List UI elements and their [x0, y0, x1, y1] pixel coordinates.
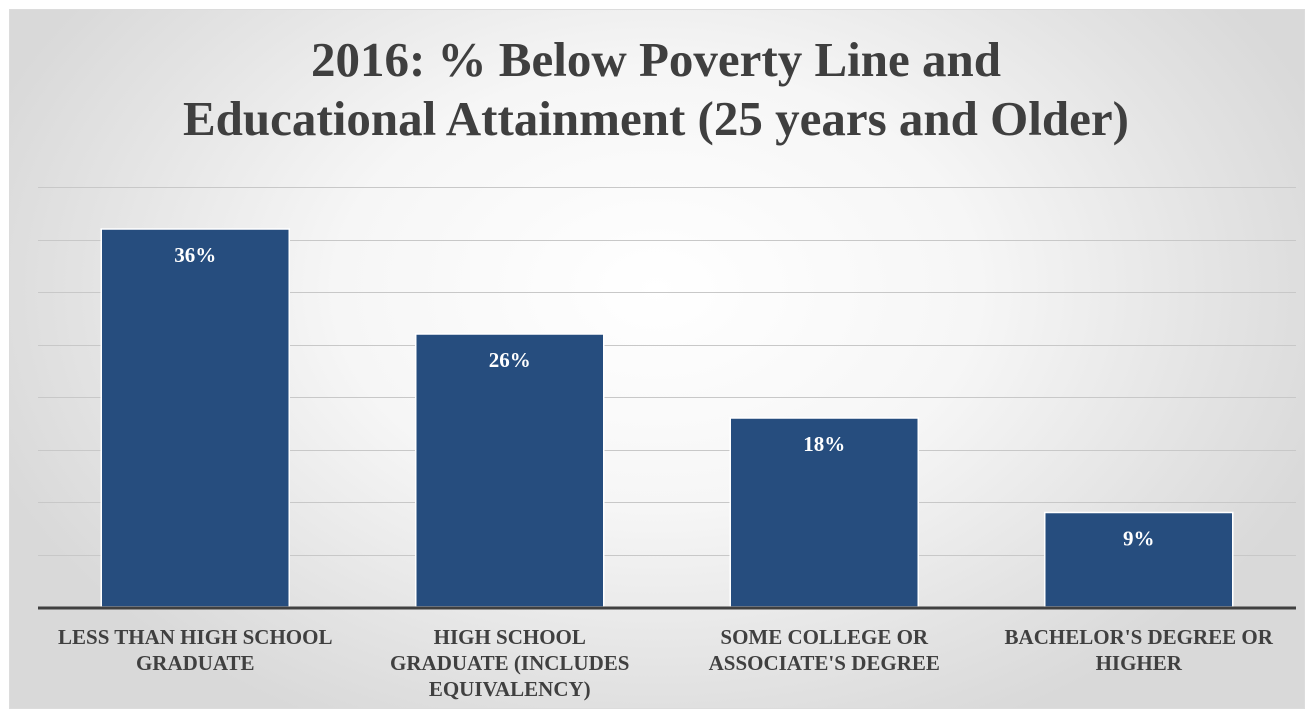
category-label-3-line-2: ASSOCIATE'S DEGREE	[708, 651, 940, 675]
bar-4	[1044, 511, 1234, 608]
category-label-2-line-1: HIGH SCHOOL	[433, 625, 586, 649]
bar-2	[415, 333, 605, 608]
category-label-1: LESS THAN HIGH SCHOOL GRADUATE	[35, 624, 355, 676]
chart-title-line-2: Educational Attainment (25 years and Old…	[183, 91, 1129, 146]
category-label-4-line-2: HIGHER	[1095, 651, 1182, 675]
bar-3	[729, 417, 919, 608]
category-label-4: BACHELOR'S DEGREE OR HIGHER	[979, 624, 1299, 676]
category-label-3: SOME COLLEGE OR ASSOCIATE'S DEGREE	[664, 624, 984, 676]
data-label-2: 26%	[489, 348, 531, 372]
category-label-4-line-1: BACHELOR'S DEGREE OR	[1004, 625, 1273, 649]
data-label-3: 18%	[803, 432, 845, 456]
chart-title-line-1: 2016: % Below Poverty Line and	[310, 32, 1002, 87]
category-label-2-line-2: GRADUATE (INCLUDES	[390, 651, 630, 675]
category-label-2: HIGH SCHOOL GRADUATE (INCLUDES EQUIVALENCY…	[350, 624, 670, 702]
bar-1	[100, 228, 290, 608]
category-label-2-line-3: EQUIVALENCY)	[428, 677, 591, 701]
data-label-4: 9%	[1123, 527, 1155, 551]
data-label-1: 36%	[174, 243, 216, 267]
category-label-1-line-1: LESS THAN HIGH SCHOOL	[58, 625, 333, 649]
category-label-3-line-1: SOME COLLEGE OR	[720, 625, 929, 649]
chart-title: 2016: % Below Poverty Line and Education…	[0, 30, 1312, 148]
category-label-1-line-2: GRADUATE	[135, 651, 255, 675]
